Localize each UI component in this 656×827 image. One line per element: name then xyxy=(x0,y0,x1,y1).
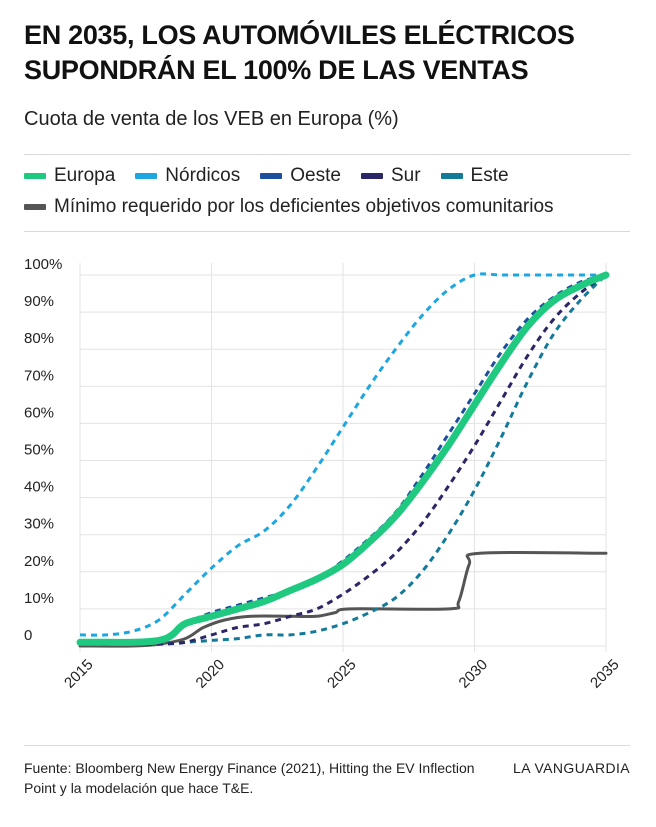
legend-row-regions: Europa Nórdicos Oeste Sur Este xyxy=(24,163,634,189)
legend-label-nordicos: Nórdicos xyxy=(165,165,241,186)
legend-label-oeste: Oeste xyxy=(290,165,341,186)
series-line-nordicos xyxy=(79,272,606,637)
legend-label-este: Este xyxy=(470,165,509,186)
x-tick-label: 2025 xyxy=(324,656,360,692)
y-tick-label: 50% xyxy=(24,442,54,459)
legend-swatch-europa xyxy=(24,173,46,179)
legend-label-sur: Sur xyxy=(390,165,421,186)
legend-swatch-nordicos xyxy=(135,173,158,179)
y-tick-label: 100% xyxy=(24,256,62,273)
y-tick-label: 60% xyxy=(24,404,54,421)
chart-legend: Europa Nórdicos Oeste Sur Este Mínimo re… xyxy=(24,163,634,225)
chart-title: EN 2035, LOS AUTOMÓVILES ELÉCTRICOS SUPO… xyxy=(24,20,575,85)
legend-item-sur: Sur xyxy=(360,165,421,187)
chart-subtitle: Cuota de venta de los VEB en Europa (%) xyxy=(24,108,399,130)
brand-label: LA VANGUARDIA xyxy=(513,760,630,776)
y-tick-label: 70% xyxy=(24,367,54,384)
divider-top xyxy=(24,154,630,155)
x-tick-label: 2030 xyxy=(455,656,491,692)
x-tick-label: 2015 xyxy=(61,656,97,692)
legend-swatch-sur xyxy=(360,173,383,179)
legend-item-europa: Europa xyxy=(24,165,115,187)
legend-label-minimo: Mínimo requerido por los deficientes obj… xyxy=(54,196,554,217)
y-tick-label: 90% xyxy=(24,293,54,310)
y-tick-label: 10% xyxy=(24,590,54,607)
y-tick-label: 0 xyxy=(24,627,32,644)
legend-item-oeste: Oeste xyxy=(260,165,341,187)
y-tick-label: 40% xyxy=(24,479,54,496)
legend-item-nordicos: Nórdicos xyxy=(135,165,240,187)
legend-item-minimo: Mínimo requerido por los deficientes obj… xyxy=(24,196,554,218)
series-line-este xyxy=(80,273,608,646)
divider-legend xyxy=(24,231,630,232)
series-line-minimo xyxy=(78,550,608,648)
legend-label-europa: Europa xyxy=(54,165,116,186)
line-chart: 0 10% 20% 30% 40% 50% 60% 70% 80% 90% 100% 2015 2020… xyxy=(24,256,623,692)
series-line-europa xyxy=(76,271,610,646)
legend-row-minimum: Mínimo requerido por los deficientes obj… xyxy=(24,194,634,220)
legend-swatch-minimo xyxy=(24,204,46,210)
y-tick-label: 20% xyxy=(24,553,54,570)
legend-swatch-oeste xyxy=(260,173,283,179)
source-note: Fuente: Bloomberg New Energy Finance (20… xyxy=(24,760,475,796)
legend-swatch-este xyxy=(440,173,463,179)
y-tick-label: 30% xyxy=(24,516,54,533)
y-tick-label: 80% xyxy=(24,330,54,347)
legend-item-este: Este xyxy=(440,165,509,187)
x-tick-label: 2035 xyxy=(587,656,623,692)
divider-bottom xyxy=(24,745,630,746)
x-tick-label: 2020 xyxy=(192,656,228,692)
